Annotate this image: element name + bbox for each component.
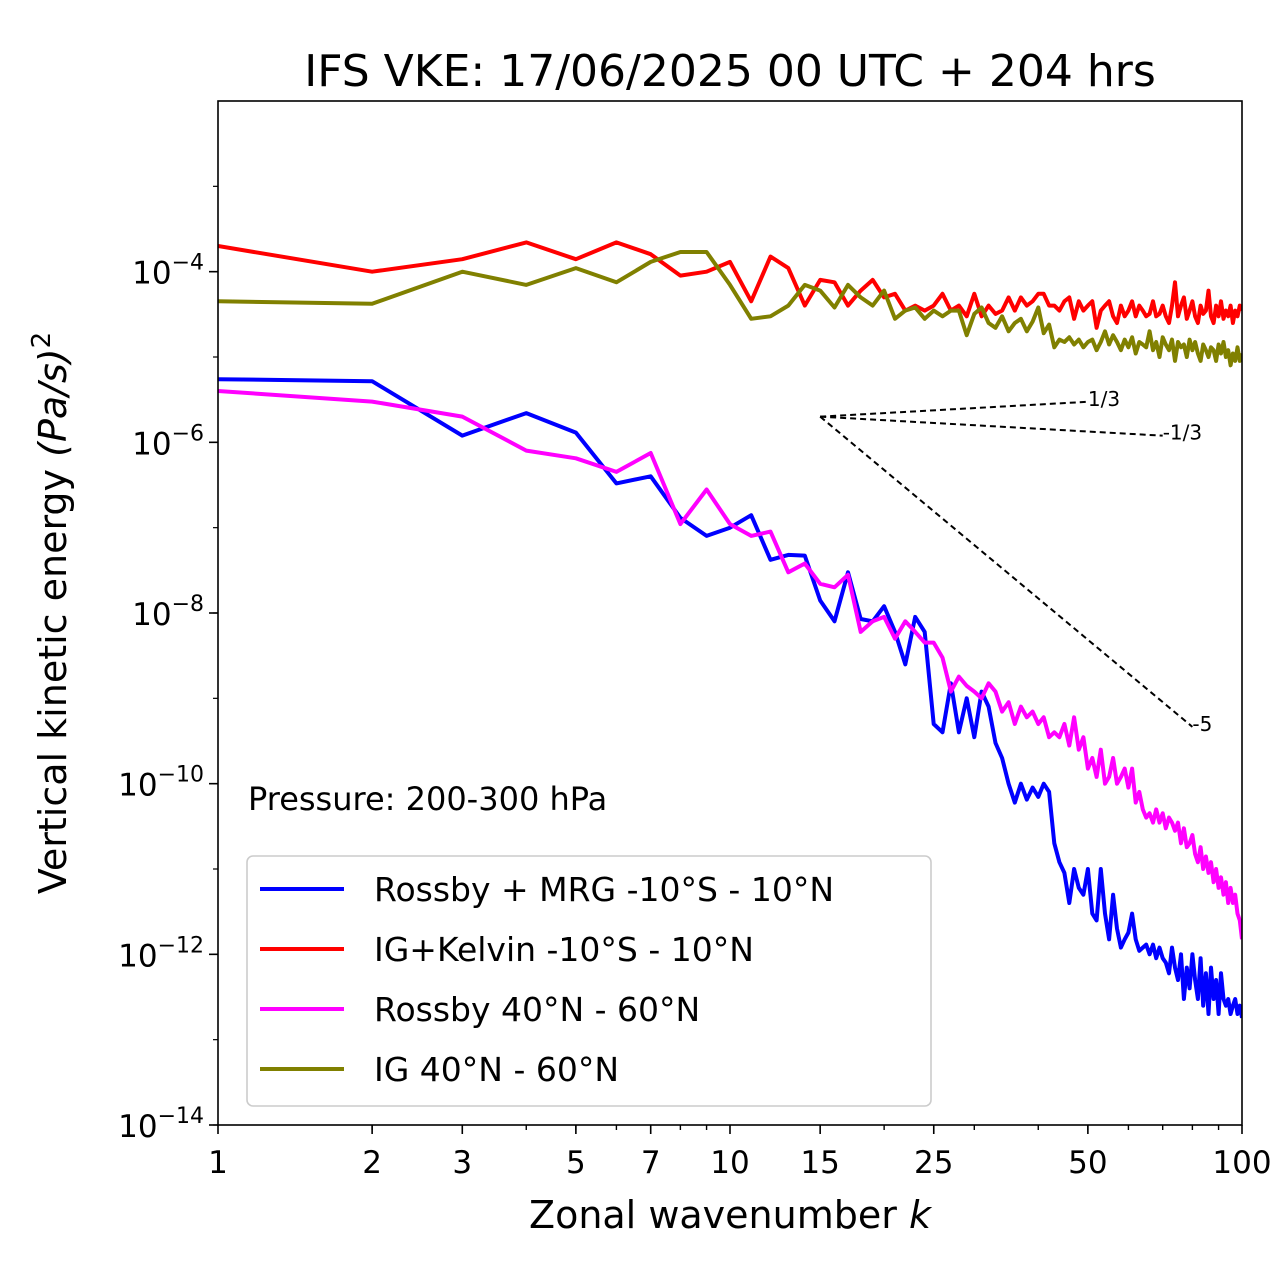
x-axis-label: Zonal wavenumber k — [529, 1193, 933, 1237]
y-tick-label: 10−10 — [118, 763, 204, 804]
series-layer — [218, 240, 1242, 1019]
reference-slope-line-3 — [819, 415, 1194, 728]
y-axis-label: Vertical kinetic energy (Pa/s)2 — [27, 332, 75, 894]
reference-slope-label-1: 1/3 — [1088, 387, 1120, 411]
x-axis-label-text: Zonal wavenumber — [529, 1193, 897, 1237]
x-tick-label: 1 — [208, 1145, 228, 1181]
x-tick-label: 15 — [800, 1145, 839, 1181]
x-tick-label: 2 — [362, 1145, 382, 1181]
y-tick-label: 10−8 — [132, 592, 204, 633]
y-axis-label-text: Vertical kinetic energy — [31, 469, 75, 894]
reference-slopes: 1/3 -1/3 -5 — [819, 387, 1212, 736]
legend: Rossby + MRG -10°S - 10°N IG+Kelvin -10°S… — [246, 855, 932, 1107]
series-line-3 — [218, 389, 1242, 940]
x-axis-label-var: k — [909, 1193, 933, 1237]
reference-slope-line-1 — [820, 400, 1088, 418]
reference-slope-line-2 — [820, 415, 1163, 437]
legend-label-1: Rossby + MRG -10°S - 10°N — [374, 870, 834, 909]
series-line-2 — [218, 240, 1242, 330]
x-tick-label: 10 — [710, 1145, 749, 1181]
series-line-4 — [218, 250, 1242, 368]
legend-frame — [246, 855, 932, 1107]
x-tick-label: 25 — [914, 1145, 953, 1181]
legend-label-2: IG+Kelvin -10°S - 10°N — [374, 930, 754, 969]
y-tick-label: 10−4 — [132, 251, 204, 292]
y-tick-label: 10−14 — [118, 1104, 204, 1145]
x-axis-ticks: 1 2 3 5 7 10 15 25 50 100 — [208, 1125, 1272, 1181]
pressure-annotation: Pressure: 200-300 hPa — [248, 780, 607, 818]
y-axis-label-exp: 2 — [27, 332, 57, 349]
x-tick-label: 100 — [1212, 1145, 1271, 1181]
x-tick-label: 3 — [452, 1145, 472, 1181]
chart-title: IFS VKE: 17/06/2025 00 UTC + 204 hrs — [304, 46, 1156, 97]
y-axis-ticks: 10−4 10−6 10−8 10−10 10−12 10−14 — [118, 185, 218, 1145]
x-tick-label: 7 — [641, 1145, 661, 1181]
reference-slope-label-3: -5 — [1192, 712, 1212, 736]
y-tick-label: 10−6 — [132, 421, 204, 462]
reference-slope-label-2: -1/3 — [1163, 421, 1202, 445]
legend-label-4: IG 40°N - 60°N — [374, 1050, 619, 1089]
y-tick-label: 10−12 — [118, 933, 204, 974]
legend-label-3: Rossby 40°N - 60°N — [374, 990, 700, 1029]
x-tick-label: 50 — [1068, 1145, 1107, 1181]
y-axis-label-unit: (Pa/s) — [31, 348, 75, 456]
x-tick-label: 5 — [566, 1145, 586, 1181]
